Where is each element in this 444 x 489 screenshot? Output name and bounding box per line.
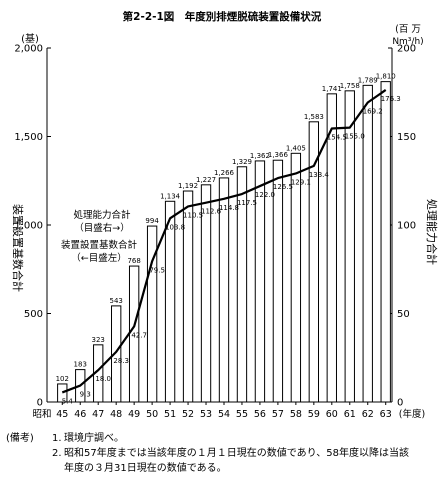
line-value-label: 154.5: [327, 134, 347, 142]
x-axis-tick-label: 50: [146, 409, 158, 420]
line-value-label: 112.6: [201, 208, 222, 216]
bar-value-label: 102: [56, 375, 69, 383]
capacity-annotation-line1: 処理能力合計: [73, 209, 131, 221]
x-axis-tick-label: 60: [326, 409, 338, 420]
bar-value-label: 543: [109, 297, 122, 305]
x-axis-tick-label: 59: [308, 409, 320, 420]
right-axis-unit-line1: (百 万: [395, 24, 421, 35]
notes-heading: (備考): [6, 433, 34, 444]
line-value-label: 28.3: [113, 357, 129, 365]
line-value-label: 79.5: [149, 266, 165, 274]
bar-value-label: 1,789: [358, 76, 378, 84]
desulfurization-chart: 第2-2-1図 年度別排煙脱硫装置設備状況 (基) 装置設置基数合計 (百 万 …: [11, 10, 439, 420]
units-annotation-line2: （←目盛左）: [71, 252, 126, 264]
bar-value-label: 1,329: [232, 158, 252, 166]
note-1-text: 環境庁調べ。: [64, 433, 124, 444]
capacity-annotation-line2: （目盛右→）: [74, 222, 129, 234]
bar-value-label: 1,741: [322, 85, 342, 93]
x-axis-tick-label: 58: [290, 409, 302, 420]
right-axis-label: 処理能力合計: [425, 199, 439, 265]
units-annotation-line1: 装置設置基数合計: [61, 239, 138, 251]
right-axis-tick-label: 150: [397, 132, 416, 143]
bar-value-label: 1,266: [214, 169, 235, 177]
x-axis-tick-label: 55: [236, 409, 248, 420]
bar-value-label: 1,134: [160, 192, 181, 200]
line-value-label: 5.4: [62, 397, 74, 405]
line-value-label: 117.5: [237, 199, 257, 207]
bar-value-label: 768: [127, 257, 140, 265]
bar: [164, 200, 176, 403]
line-value-label: 176.3: [381, 95, 401, 103]
x-axis-tick-label: 56: [254, 409, 266, 420]
x-axis-tick-label: 57: [272, 409, 284, 420]
right-axis-unit-line2: Nm³/h): [392, 37, 423, 47]
bar-value-label: 994: [145, 217, 159, 225]
x-axis-tick-label: 63: [380, 409, 392, 420]
note-1-number: 1.: [52, 433, 62, 444]
left-axis-tick-label: 1,000: [14, 221, 43, 232]
line-value-label: 155.0: [345, 133, 365, 141]
notes: (備考) 1. 環境庁調べ。 2. 昭和57年度までは当該年度の１月１日現在の数…: [6, 431, 440, 476]
note-2-number: 2.: [52, 448, 62, 459]
right-axis-tick-label: 200: [397, 44, 416, 55]
chart-title: 第2-2-1図 年度別排煙脱硫装置設備状況: [123, 10, 322, 23]
line-value-label: 9.3: [80, 391, 91, 399]
line-value-label: 122.0: [255, 191, 275, 199]
line-value-label: 18.0: [95, 375, 111, 383]
x-axis-tick-label: 54: [218, 409, 230, 420]
left-axis-unit: (基): [21, 32, 39, 45]
line-value-label: 103.8: [165, 223, 185, 231]
note-2-continuation: 年度の３月31日現在の数値である。: [64, 463, 227, 474]
bar-value-label: 1,362: [250, 152, 270, 160]
left-axis-tick-label: 500: [24, 309, 43, 320]
x-axis-tick-label: 62: [362, 409, 374, 420]
x-axis-tick-label: 47: [92, 409, 104, 420]
left-axis-tick-label: 0: [37, 398, 43, 409]
note-2-text: 昭和57年度までは当該年度の１月１日現在の数値であり、58年度以降は当該: [64, 448, 409, 459]
left-axis-tick-label: 2,000: [14, 44, 43, 55]
left-axis-tick-label: 1,500: [14, 132, 43, 143]
bar-value-label: 1,810: [376, 73, 396, 81]
bar-value-label: 1,405: [286, 144, 306, 152]
x-axis-tick-label: 46: [74, 409, 86, 420]
line-value-label: 129.1: [291, 178, 311, 186]
capacity-line: [61, 89, 387, 394]
x-axis-tick-label: 51: [164, 409, 176, 420]
line-value-label: 114.8: [219, 204, 239, 212]
bar-value-label: 323: [92, 336, 105, 344]
right-axis-tick-label: 50: [397, 309, 410, 320]
bar: [380, 81, 391, 403]
x-axis-tick-label: 61: [344, 409, 356, 420]
x-axis-tick-label: 52: [182, 409, 194, 420]
x-axis-prefix: 昭和: [32, 409, 51, 420]
right-axis-tick-label: 100: [397, 221, 416, 232]
bar-value-label: 1,758: [340, 82, 360, 90]
bar-value-label: 1,366: [268, 151, 289, 159]
x-axis-tick-label: 48: [110, 409, 122, 420]
line-value-label: 126.5: [273, 183, 293, 191]
bar-value-label: 1,192: [178, 182, 198, 190]
left-axis-label: 装置設置基数合計: [11, 204, 25, 292]
line-value-label: 169.2: [363, 108, 383, 116]
x-axis-tick-label: 53: [200, 409, 212, 420]
x-axis-tick-label: 49: [128, 409, 140, 420]
bar-value-label: 183: [74, 361, 87, 369]
bar-value-label: 1,583: [304, 113, 324, 121]
x-axis-suffix: (年度): [399, 408, 425, 420]
bar-value-label: 1,227: [196, 176, 216, 184]
line-value-label: 42.7: [131, 331, 147, 339]
right-axis-tick-label: 0: [397, 398, 403, 409]
x-axis-tick-label: 45: [56, 409, 68, 420]
line-value-label: 110.5: [183, 211, 203, 219]
line-value-label: 133.4: [309, 171, 330, 179]
